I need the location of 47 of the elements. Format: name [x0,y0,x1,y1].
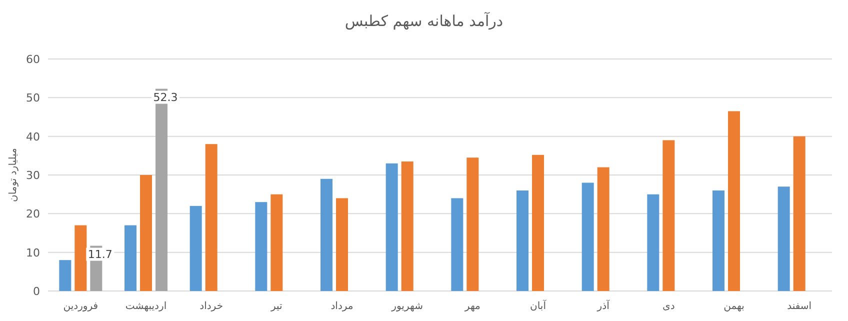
bar [662,140,675,291]
x-tick-label: اسفند [787,301,812,312]
y-tick-label: 40 [26,130,40,144]
bar [336,198,348,291]
x-tick-label: دی [662,301,675,312]
x-tick-label: آذر [596,299,611,312]
bar [205,144,218,291]
data-label: 52.3 [153,90,178,104]
y-tick-label: 10 [26,246,40,260]
y-tick-label: 20 [26,208,40,221]
bar [270,194,283,291]
bar [140,175,152,291]
x-tick-label: فروردین [63,301,98,312]
y-tick-label: 60 [26,53,40,66]
y-tick-label: 50 [26,92,40,105]
bar [582,182,594,291]
bar [778,186,790,291]
bar [597,167,610,291]
bar [320,178,332,291]
x-tick-label: مهر [464,301,480,312]
x-tick-label: خرداد [200,301,224,312]
bar [451,198,464,291]
bar [124,225,136,291]
x-tick-label: اردیبهشت [125,301,167,312]
bar [793,136,806,291]
y-tick-label: 0 [33,285,40,298]
x-tick-label: بهمن [724,301,744,312]
bar [386,163,398,291]
data-label: 11.7 [88,248,112,261]
bar [190,206,202,291]
x-tick-label: شهریور [390,301,423,312]
bar [74,225,87,291]
chart-title: درآمد ماهانه سهم کطبس [344,11,504,30]
bar [647,194,660,291]
bar [466,158,479,291]
x-tick-label: مرداد [330,301,354,312]
bar [516,190,528,291]
bar [255,202,268,291]
x-tick-label: آبان [530,299,548,312]
y-axis-title: میلیارد تومان [8,148,19,202]
bar [728,111,740,291]
bar [712,190,724,291]
bar [532,154,544,291]
bar [59,260,72,291]
bar [401,161,414,291]
x-tick-label: تیر [270,301,283,312]
y-tick-label: 30 [26,169,40,182]
